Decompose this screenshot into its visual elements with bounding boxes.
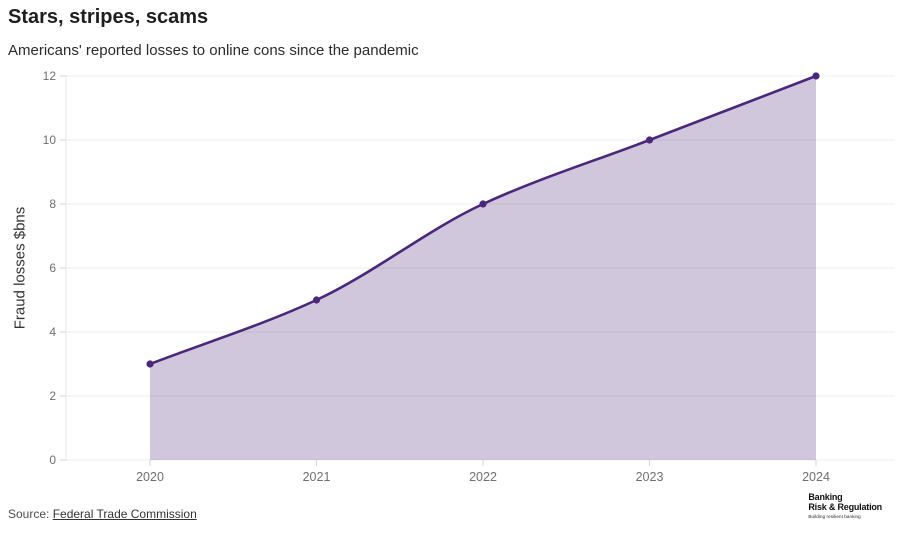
x-tick-label: 2020	[136, 470, 164, 484]
chart-plot: 0 2 4 6 8 10 12 2020 2021 2022 2023 2024	[43, 69, 895, 484]
data-point	[645, 136, 654, 144]
x-tick-label: 2022	[469, 470, 497, 484]
source-link[interactable]: Federal Trade Commission	[52, 507, 197, 521]
y-tick-label: 0	[49, 453, 56, 467]
y-tick-label: 10	[43, 133, 57, 147]
brand-logo-tagline: Building resilient banking	[808, 514, 861, 519]
data-point	[146, 360, 154, 368]
y-tick-label: 4	[49, 325, 56, 339]
brand-logo-line1: Banking	[808, 492, 843, 502]
page-title: Stars, stripes, scams	[8, 6, 209, 28]
data-point	[812, 72, 820, 80]
x-tick-label: 2023	[636, 470, 664, 484]
y-tick-label: 12	[43, 69, 57, 83]
area-fill	[150, 76, 816, 460]
y-tick-label: 8	[49, 197, 56, 211]
data-point	[479, 200, 487, 208]
source-line: Source: Federal Trade Commission	[8, 507, 197, 521]
x-tick-label: 2021	[303, 470, 331, 484]
data-point	[312, 296, 321, 304]
y-axis-title: Fraud losses $bns	[11, 206, 29, 330]
brand-logo-line2: Risk & Regulation	[808, 502, 882, 512]
y-tick-label: 6	[49, 261, 56, 275]
page-subtitle: Americans' reported losses to online con…	[8, 42, 419, 59]
brand-logo: Banking Risk & Regulation Building resil…	[808, 492, 882, 519]
x-tick-label: 2024	[802, 470, 830, 484]
y-tick-label: 2	[49, 389, 56, 403]
source-label: Source:	[8, 507, 50, 521]
